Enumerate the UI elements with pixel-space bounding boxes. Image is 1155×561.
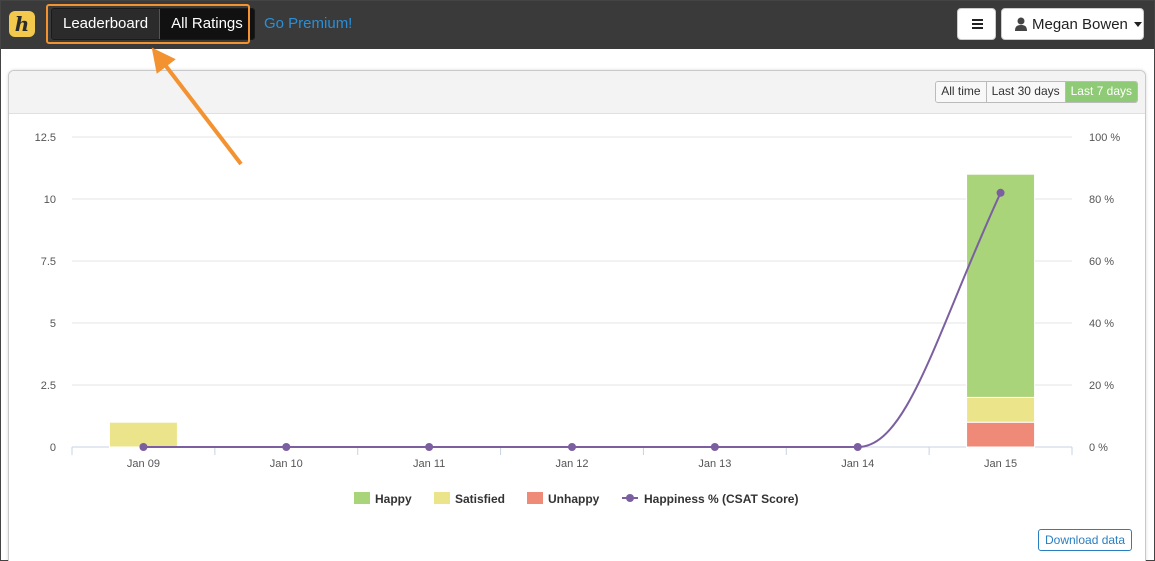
y2-tick-label: 80 % — [1089, 194, 1114, 206]
range-last-30-days[interactable]: Last 30 days — [985, 82, 1065, 102]
y-tick-label: 7.5 — [41, 256, 56, 268]
bar-unhappy — [966, 421, 1036, 448]
hamburger-icon-bar — [972, 23, 983, 25]
happiness-point — [996, 188, 1005, 197]
y2-tick-label: 40 % — [1089, 318, 1114, 330]
legend-label: Happy — [375, 492, 412, 506]
happiness-line — [143, 192, 1002, 448]
y-tick-label: 5 — [50, 318, 56, 330]
y-tick-label: 0 — [50, 442, 56, 454]
hamburger-icon — [972, 19, 983, 21]
chevron-down-icon — [1133, 21, 1142, 27]
app-logo-icon[interactable]: h — [8, 10, 36, 38]
tab-leaderboard[interactable]: Leaderboard — [52, 9, 160, 39]
happiness-point — [710, 443, 719, 451]
y2-tick-label: 0 % — [1089, 442, 1108, 454]
x-tick-label: Jan 11 — [413, 458, 445, 470]
y2-tick-label: 100 % — [1089, 132, 1120, 144]
x-tick-label: Jan 14 — [841, 458, 874, 470]
happiness-point — [282, 443, 291, 451]
hamburger-icon-bar — [972, 27, 983, 29]
legend-label: Happiness % (CSAT Score) — [644, 492, 798, 506]
y-tick-label: 2.5 — [41, 380, 56, 392]
y2-tick-label: 20 % — [1089, 380, 1114, 392]
date-range-selector: All time Last 30 days Last 7 days — [935, 81, 1138, 103]
callout-highlight-box — [46, 4, 250, 44]
y2-tick-label: 60 % — [1089, 256, 1114, 268]
tab-all-ratings[interactable]: All Ratings — [159, 9, 254, 39]
user-icon — [1015, 17, 1027, 31]
x-tick-label: Jan 15 — [984, 458, 1017, 470]
x-tick-label: Jan 09 — [127, 458, 160, 470]
user-name: Megan Bowen — [1032, 15, 1128, 33]
ratings-panel: All time Last 30 days Last 7 days — [8, 70, 1146, 561]
legend-label: Unhappy — [548, 492, 600, 506]
view-toggle-group: Leaderboard All Ratings — [51, 8, 255, 40]
x-tick-label: Jan 12 — [555, 458, 588, 470]
go-premium-link[interactable]: Go Premium! — [264, 15, 353, 32]
bar-satisfied — [108, 421, 178, 448]
legend-swatch — [527, 492, 543, 504]
legend-label: Satisfied — [455, 492, 505, 506]
range-all-time[interactable]: All time — [936, 82, 986, 102]
legend-line-marker — [626, 494, 634, 502]
x-tick-label: Jan 13 — [698, 458, 731, 470]
y-tick-label: 12.5 — [35, 132, 56, 144]
range-last-7-days[interactable]: Last 7 days — [1064, 82, 1137, 102]
y-tick-label: 10 — [44, 194, 56, 206]
legend-swatch — [434, 492, 450, 504]
bar-happy — [966, 173, 1036, 398]
happiness-point — [139, 443, 148, 451]
user-menu-button[interactable]: Megan Bowen — [1001, 8, 1144, 40]
bar-satisfied — [966, 396, 1036, 423]
callout-arrow — [151, 47, 243, 166]
x-tick-label: Jan 10 — [270, 458, 303, 470]
menu-button[interactable] — [957, 8, 996, 40]
download-data-button[interactable]: Download data — [1038, 529, 1133, 551]
panel-header: All time Last 30 days Last 7 days — [9, 71, 1145, 114]
happiness-point — [853, 443, 862, 451]
happiness-point — [568, 443, 576, 451]
happiness-point — [425, 443, 434, 451]
legend-swatch — [354, 492, 370, 504]
logo-letter: h — [15, 12, 30, 36]
